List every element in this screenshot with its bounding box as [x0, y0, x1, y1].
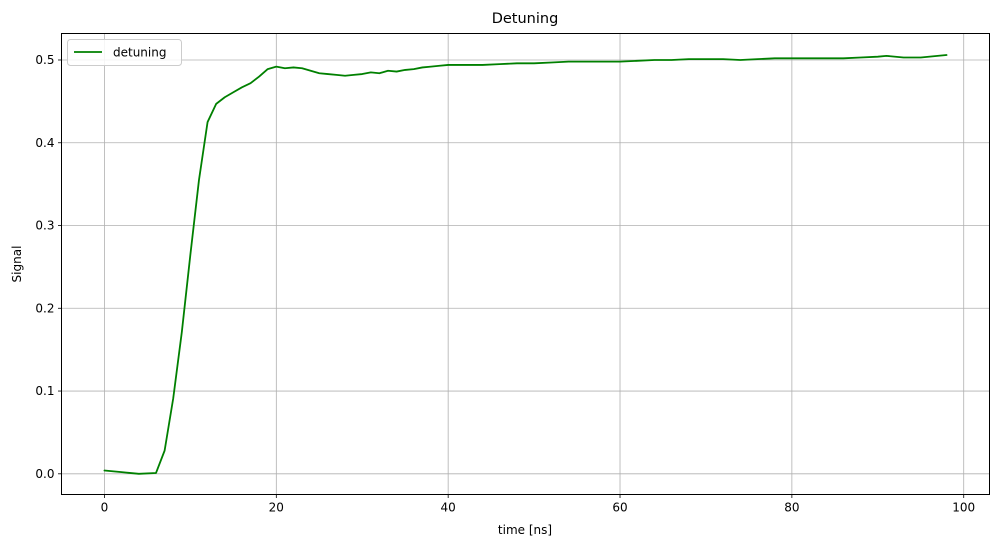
series-line-detuning: [103, 54, 948, 475]
legend-box: [67, 39, 182, 66]
y-tick-label: 0.0: [35, 467, 54, 481]
y-tick-label: 0.2: [35, 301, 54, 315]
y-tick-label: 0.5: [35, 53, 54, 67]
x-tick-label: 20: [269, 501, 284, 515]
y-axis-label: Signal: [10, 246, 24, 283]
x-tick-label: 80: [784, 501, 799, 515]
legend-label-detuning: detuning: [113, 46, 166, 60]
chart-title: Detuning: [492, 11, 559, 27]
plot-frame: [61, 33, 990, 495]
y-tick-label: 0.4: [35, 136, 54, 150]
series-layer: [103, 54, 948, 475]
grid: [61, 33, 990, 495]
x-axis-label: time [ns]: [498, 523, 552, 537]
x-tick-label: 60: [612, 501, 627, 515]
ticks: 0 20 40 60 80 100 0.0 0.1 0.2 0.3 0.4 0.5: [35, 53, 975, 514]
x-tick-label: 0: [101, 501, 109, 515]
x-tick-label: 100: [952, 501, 975, 515]
legend: detuning: [67, 39, 182, 66]
x-tick-label: 40: [441, 501, 456, 515]
y-tick-label: 0.1: [35, 384, 54, 398]
y-tick-label: 0.3: [35, 219, 54, 233]
